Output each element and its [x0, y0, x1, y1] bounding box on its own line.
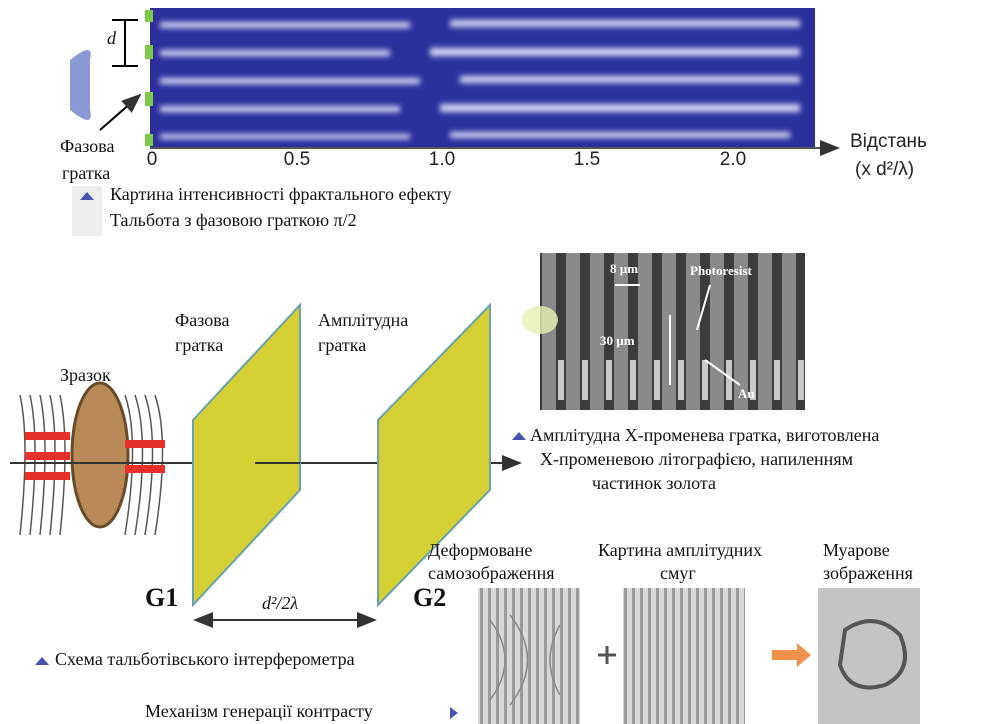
g2-label: G2 [413, 583, 446, 612]
panel-label: Деформоване [428, 540, 532, 560]
page: d Фазова гратка 0 0.5 1.0 1.5 2.0 Відста… [0, 0, 988, 724]
grating-label: Фазова [175, 310, 229, 330]
axis-title: Відстань [850, 131, 927, 152]
caption: Картина інтенсивності фрактального ефект… [110, 184, 451, 204]
talbot-pattern [70, 8, 838, 148]
axis-title: (x d²/λ) [855, 159, 914, 180]
panel-label: смуг [660, 563, 696, 583]
grating-label: гратка [62, 163, 110, 183]
caption: частинок золота [592, 473, 716, 493]
distance-label: d²/2λ [262, 593, 298, 613]
axis-tick: 1.5 [574, 149, 600, 170]
panel-label: самозображення [428, 563, 554, 583]
panel-label: Муарове [823, 540, 890, 560]
caption: Механізм генерації контрасту [145, 701, 373, 721]
sem-label: 30 µm [600, 333, 635, 348]
contrast-panels [478, 588, 920, 724]
sem-label: Photoresist [690, 263, 753, 278]
grating-label: гратка [175, 335, 223, 355]
caption: Схема тальботівського інтерферометра [55, 649, 355, 669]
sem-label: Au [738, 386, 755, 401]
d-label: d [107, 28, 117, 48]
axis-tick: 0.5 [284, 149, 310, 170]
panel-label: зображення [823, 563, 913, 583]
grating-label: гратка [318, 335, 366, 355]
axis-tick: 0 [147, 149, 158, 170]
caption: Амплітудна Х-променева гратка, виготовле… [530, 425, 879, 445]
axis-tick: 1.0 [429, 149, 455, 170]
grating-label: Амплітудна [318, 310, 408, 330]
sem-label: 8 µm [610, 261, 638, 276]
grating-label: Фазова [60, 136, 114, 156]
caption: Х-променевою літографією, напиленням [540, 449, 853, 469]
axis-tick: 2.0 [720, 149, 746, 170]
panel-label: Картина амплітудних [598, 540, 762, 560]
caption: Тальбота з фазовою граткою π/2 [110, 210, 357, 230]
g1-label: G1 [145, 583, 178, 612]
sample-label: Зразок [60, 365, 111, 385]
sem-image [522, 253, 805, 410]
